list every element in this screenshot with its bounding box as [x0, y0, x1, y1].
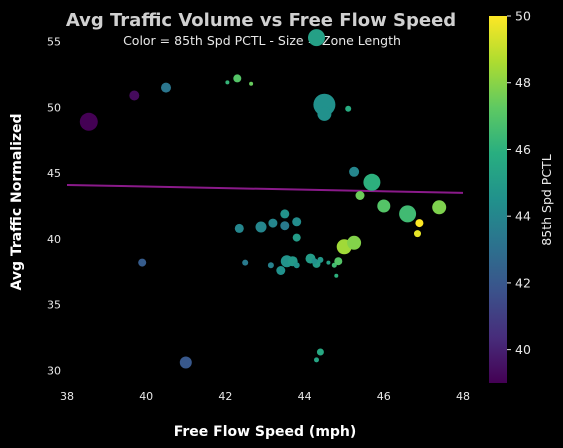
data-point — [308, 29, 325, 47]
y-tick-label: 55 — [47, 36, 61, 49]
chart-subtitle: Color = 85th Spd PCTL - Size = Zone Leng… — [123, 33, 401, 48]
data-point — [432, 200, 447, 215]
data-point — [242, 259, 249, 266]
x-tick-label: 46 — [377, 390, 391, 403]
x-axis-label: Free Flow Speed (mph) — [174, 424, 357, 440]
data-point — [347, 235, 362, 250]
data-point — [293, 262, 300, 269]
data-point — [161, 82, 171, 93]
colorbar — [489, 16, 507, 383]
data-point — [415, 219, 424, 228]
data-point — [316, 348, 324, 356]
data-point — [292, 233, 301, 242]
data-point — [349, 166, 360, 177]
data-point — [414, 230, 421, 238]
y-tick-label: 50 — [47, 101, 61, 114]
colorbar-tick-label: 50 — [515, 9, 531, 24]
y-tick-labels: 30 35 40 45 50 55 — [47, 36, 61, 378]
chart-title: Avg Traffic Volume vs Free Flow Speed — [66, 10, 456, 31]
colorbar-tick-label: 44 — [515, 209, 531, 224]
data-point — [377, 199, 391, 213]
data-point — [268, 218, 278, 228]
data-point — [129, 90, 140, 101]
data-point — [276, 266, 286, 275]
data-point — [314, 357, 319, 363]
data-point — [138, 258, 147, 267]
data-point — [317, 256, 324, 263]
x-tick-label: 42 — [218, 390, 232, 403]
data-point — [267, 262, 274, 269]
data-point — [255, 221, 267, 233]
y-axis-label: Avg Traffic Normalized — [9, 113, 25, 290]
data-point — [363, 173, 381, 191]
colorbar-ticks: 40 42 44 46 48 50 — [507, 9, 531, 357]
x-tick-label: 48 — [456, 390, 470, 403]
colorbar-label: 85th Spd PCTL — [539, 154, 554, 245]
data-point — [280, 221, 290, 231]
data-point — [345, 105, 352, 112]
data-points-layer — [79, 29, 447, 369]
y-tick-label: 30 — [47, 364, 61, 377]
trendline-layer — [66, 183, 464, 194]
y-tick-label: 35 — [47, 299, 61, 312]
colorbar-tick-label: 48 — [515, 75, 531, 90]
data-point — [334, 273, 339, 278]
data-point — [355, 191, 365, 200]
colorbar-tick-label: 42 — [515, 275, 531, 290]
data-point — [280, 209, 290, 219]
data-point — [334, 257, 343, 266]
y-tick-label: 45 — [47, 167, 61, 180]
data-point — [179, 356, 192, 369]
x-tick-label: 44 — [298, 390, 312, 403]
data-point — [234, 223, 244, 233]
data-point — [79, 112, 98, 131]
data-point — [225, 80, 230, 85]
x-tick-labels: 38 40 42 44 46 48 — [60, 390, 470, 403]
data-point — [317, 106, 332, 121]
x-tick-label: 40 — [139, 390, 153, 403]
colorbar-tick-label: 46 — [515, 142, 531, 157]
data-point — [292, 217, 302, 227]
colorbar-tick-label: 40 — [515, 342, 531, 357]
x-tick-label: 38 — [60, 390, 74, 403]
data-point — [233, 74, 242, 83]
data-point — [311, 258, 318, 265]
data-point — [399, 205, 417, 223]
y-tick-label: 40 — [47, 233, 61, 246]
data-point — [326, 260, 331, 265]
data-point — [249, 81, 254, 86]
trendline — [66, 183, 464, 194]
